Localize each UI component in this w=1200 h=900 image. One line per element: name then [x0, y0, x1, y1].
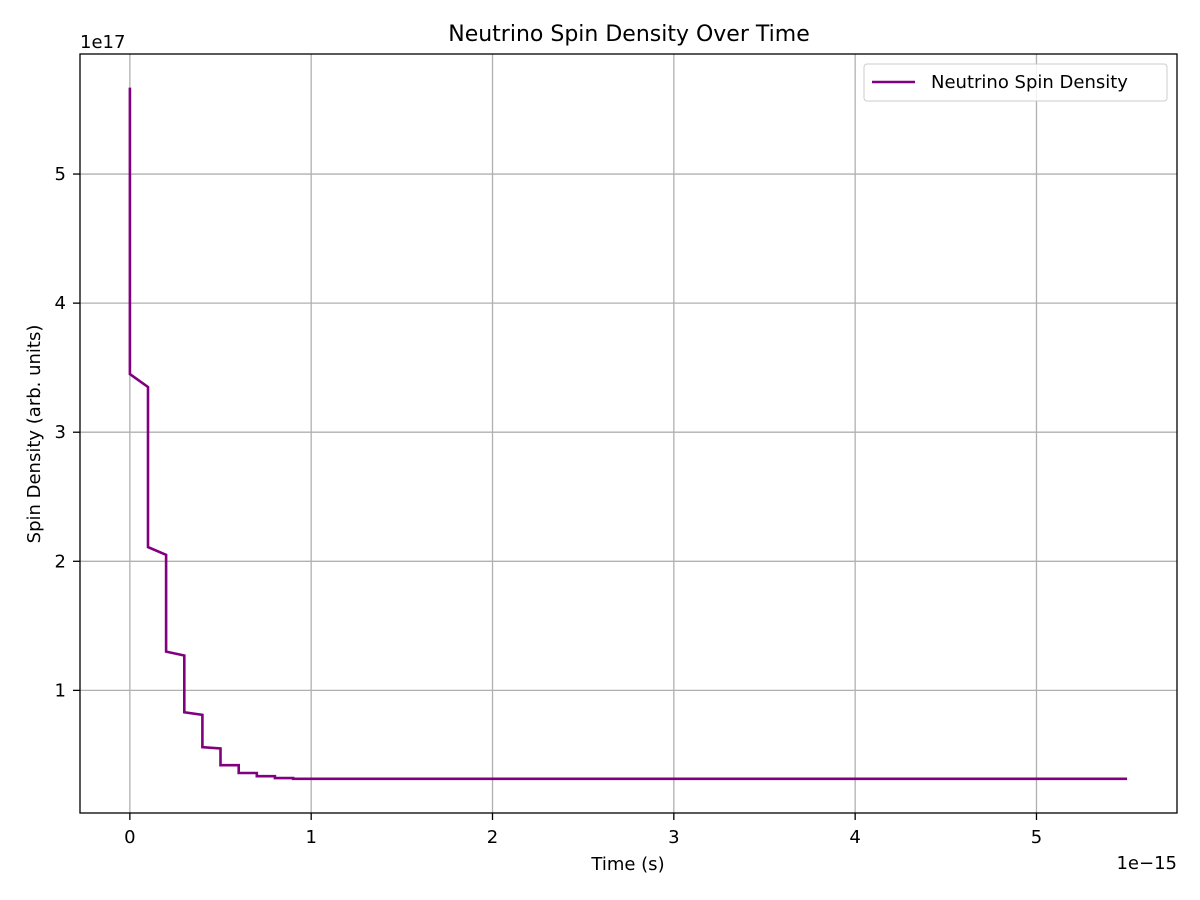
- y-tick-label: 1: [55, 680, 66, 701]
- x-tick-label: 1: [305, 827, 316, 848]
- y-tick-label: 5: [55, 164, 66, 185]
- legend-label: Neutrino Spin Density: [931, 72, 1128, 93]
- plot-frame: [79, 53, 1178, 814]
- y-tick-label: 4: [55, 293, 66, 314]
- y-axis-label: Spin Density (arb. units): [24, 325, 45, 544]
- legend-frame: [863, 63, 1168, 102]
- series-layer: [128, 87, 1128, 781]
- y-tick-label: 2: [55, 551, 66, 572]
- x-offset-label: 1e−15: [1116, 853, 1177, 874]
- x-axis-label: Time (s): [590, 854, 664, 875]
- x-tick-label: 5: [1031, 827, 1042, 848]
- x-tick-label: 2: [487, 827, 498, 848]
- y-tick-label: 3: [55, 422, 66, 443]
- x-tick-label: 0: [124, 827, 135, 848]
- chart-title: Neutrino Spin Density Over Time: [448, 22, 809, 47]
- grid-lines: [80, 54, 1177, 813]
- series-line-neutrino-spin-density: [128, 87, 1128, 781]
- x-tick-label: 3: [668, 827, 679, 848]
- x-tick-label: 4: [849, 827, 860, 848]
- axis-ticks: 0 1 2 3 4 5 1 2 3 4 5: [55, 164, 1043, 848]
- y-offset-label: 1e17: [80, 32, 125, 53]
- legend: Neutrino Spin Density: [863, 63, 1168, 102]
